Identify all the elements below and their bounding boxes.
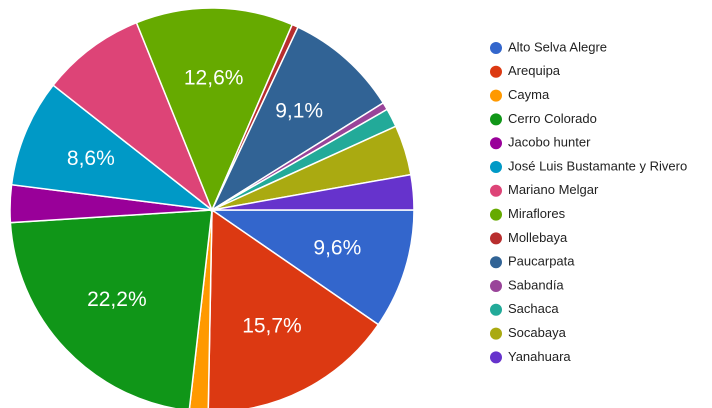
slice-label: 12,6% bbox=[184, 66, 244, 89]
legend-marker bbox=[490, 303, 502, 316]
legend-label: José Luis Bustamante y Rivero bbox=[508, 158, 687, 173]
legend-marker bbox=[490, 42, 502, 54]
legend-marker bbox=[490, 256, 502, 269]
pie-slice bbox=[210, 26, 385, 212]
pie-slice bbox=[209, 209, 415, 326]
legend-label: Cayma bbox=[508, 87, 550, 102]
pie-slice bbox=[9, 209, 213, 408]
legend-label: Arequipa bbox=[508, 63, 561, 78]
legend-marker bbox=[490, 137, 502, 150]
slice-label: 15,7% bbox=[242, 314, 302, 337]
slice-label: 8,6% bbox=[67, 147, 115, 170]
pie-slice bbox=[135, 7, 294, 212]
slice-label: 9,1% bbox=[275, 99, 323, 122]
legend-label: Cerro Colorado bbox=[508, 111, 597, 126]
pie-slice bbox=[52, 21, 214, 213]
legend-marker bbox=[490, 184, 502, 197]
pie-slice bbox=[10, 84, 215, 212]
pie-slice bbox=[207, 208, 380, 408]
legend-marker bbox=[490, 113, 502, 126]
legend-label: Mollebaya bbox=[508, 230, 568, 245]
legend-marker bbox=[490, 65, 502, 78]
legend-marker bbox=[490, 327, 502, 340]
legend-marker bbox=[490, 89, 502, 102]
pie-slice bbox=[211, 173, 415, 211]
legend-label: Yanahuara bbox=[508, 349, 571, 364]
slice-label: 9,6% bbox=[313, 237, 361, 260]
slice-label: 22,2% bbox=[87, 288, 147, 311]
legend-label: Socabaya bbox=[508, 325, 567, 340]
legend-marker bbox=[490, 351, 502, 364]
legend-label: Miraflores bbox=[508, 206, 566, 221]
legend-label: Paucarpata bbox=[508, 254, 575, 269]
legend-label: Sachaca bbox=[508, 301, 559, 316]
legend-label: Alto Selva Alegre bbox=[508, 39, 607, 54]
legend-label: Mariano Melgar bbox=[508, 182, 599, 197]
legend-label: Sabandía bbox=[508, 277, 564, 292]
legend-marker bbox=[490, 280, 502, 292]
legend-marker bbox=[490, 161, 502, 173]
legend-marker bbox=[490, 232, 502, 245]
pie-slice bbox=[188, 209, 213, 408]
legend-label: Jacobo hunter bbox=[508, 135, 591, 150]
legend-marker bbox=[490, 208, 502, 221]
